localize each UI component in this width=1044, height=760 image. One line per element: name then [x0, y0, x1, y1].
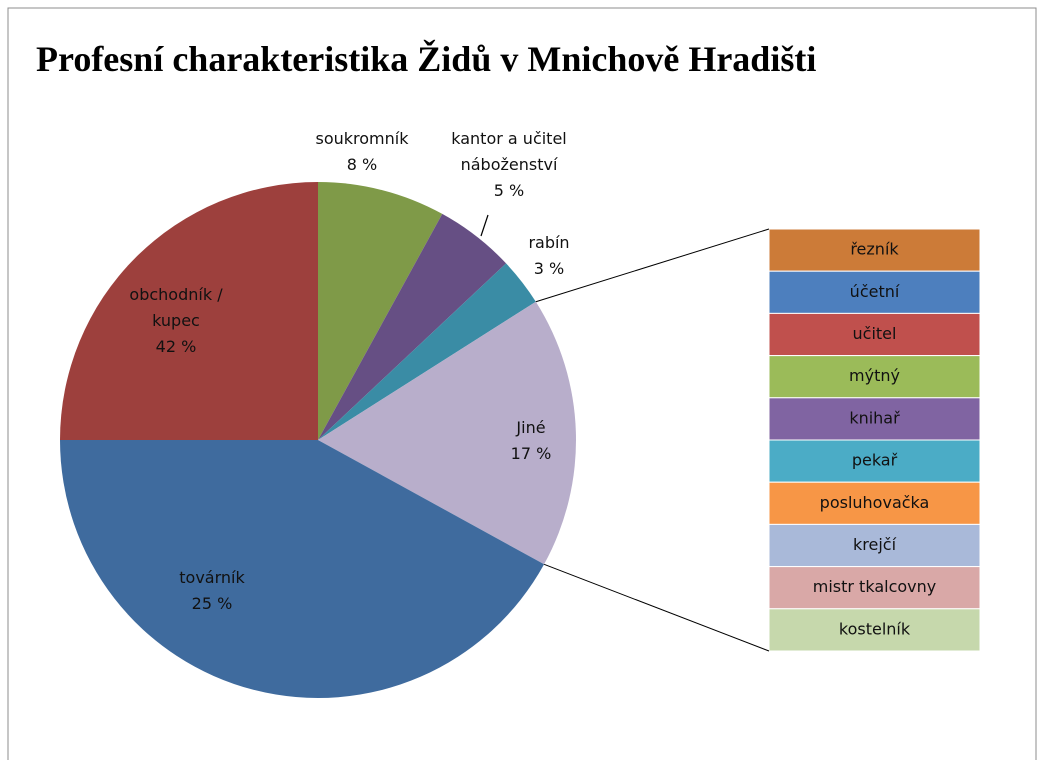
bar-segment-label: mýtný — [849, 366, 900, 385]
slice-label: kantor a učitel náboženství — [451, 129, 567, 174]
pie-slice — [60, 182, 318, 440]
chart-frame — [7, 7, 1037, 760]
slice-value-label: 5 % — [493, 181, 525, 200]
leader-line — [480, 214, 489, 237]
slice-label: továrník — [179, 568, 245, 587]
bar-segment — [768, 312, 981, 357]
slice-value-label: 25 % — [191, 594, 233, 613]
bar-segment — [768, 566, 981, 610]
bar-segment — [768, 270, 981, 314]
bar-segment-label: posluhovačka — [820, 493, 930, 512]
bar-segment-label: knihař — [849, 408, 900, 427]
slice-label: rabín — [528, 233, 570, 252]
bar-segment-label: pekař — [852, 451, 898, 470]
bar-segment — [768, 481, 981, 525]
slice-value-label: 17 % — [510, 444, 552, 463]
connector-line — [535, 228, 770, 303]
slice-value-label: 3 % — [533, 259, 565, 278]
slice-value-label: 42 % — [155, 337, 197, 356]
bar-segment-label: kostelník — [839, 619, 911, 638]
bar-segment — [768, 608, 981, 652]
slice-value-label: 8 % — [346, 155, 378, 174]
bar-segment — [768, 397, 981, 441]
bar-segment — [768, 439, 981, 483]
bar-segment — [768, 523, 981, 568]
slice-label: soukromník — [315, 129, 409, 148]
pie-slice — [60, 440, 545, 698]
bar-segment-label: řezník — [850, 240, 899, 259]
slice-label: Jiné — [516, 418, 546, 437]
pie-slice — [318, 263, 536, 440]
slice-label: obchodník / kupec — [129, 285, 223, 330]
pie-slice — [318, 301, 576, 565]
pie-slice — [318, 182, 443, 440]
bar-segment — [768, 355, 981, 399]
pie-slice — [318, 213, 507, 440]
bar-segment-label: účetní — [850, 282, 900, 301]
chart-title: Profesní charakteristika Židů v Mnichově… — [36, 39, 817, 79]
connector-line — [543, 563, 770, 652]
bar-segment-label: mistr tkalcovny — [813, 577, 936, 596]
bar-segment-label: krejčí — [853, 535, 897, 554]
bar-segment-label: učitel — [853, 324, 897, 343]
